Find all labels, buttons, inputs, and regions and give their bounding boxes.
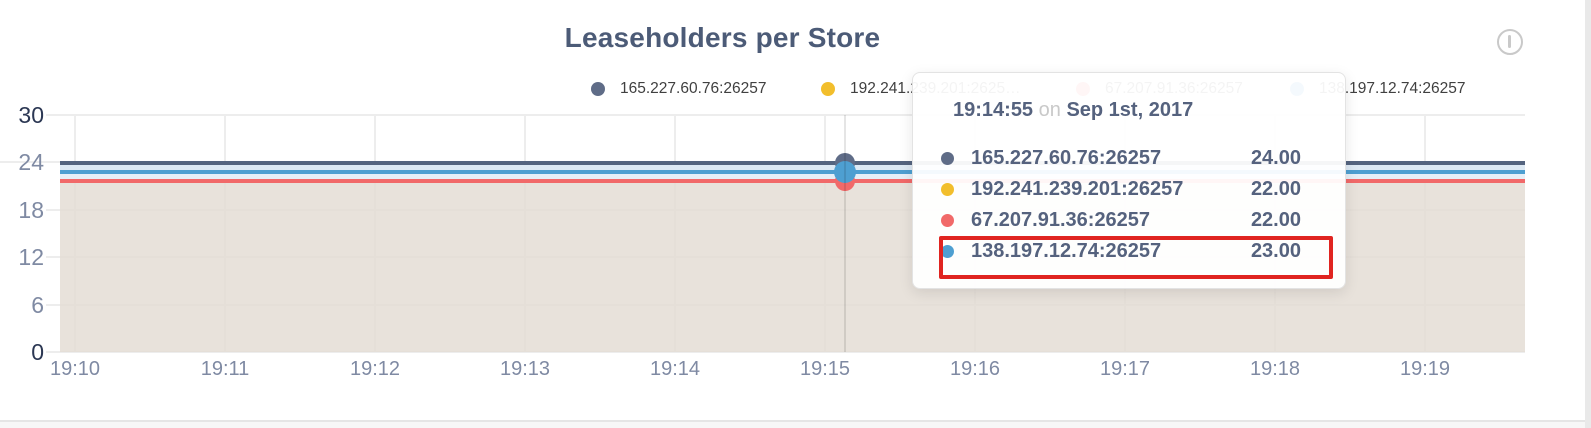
tooltip-row: 67.207.91.36:26257 22.00 (941, 205, 1301, 236)
x-axis-tick: 19:18 (1249, 358, 1301, 380)
series-dot-icon (941, 245, 954, 258)
tooltip-series-name: 192.241.239.201:26257 (971, 178, 1184, 200)
tooltip-series-value: 24.00 (1250, 147, 1301, 169)
tooltip-series-name: 138.197.12.74:26257 (971, 240, 1162, 262)
tooltip-date: Sep 1st, 2017 (1066, 99, 1194, 121)
x-axis-tick: 19:16 (949, 358, 1001, 380)
hover-tooltip: 19:14:55 on Sep 1st, 2017 165.227.60.76:… (912, 72, 1346, 289)
series-dot-icon (591, 82, 605, 96)
panel-bottom-border (0, 420, 1591, 422)
legend-item[interactable]: 165.227.60.76:26257 (591, 80, 767, 98)
hover-point-blue (834, 161, 856, 183)
series-line-red (60, 179, 1525, 183)
page-background-strip (0, 422, 1591, 428)
x-axis-tick: 19:15 (799, 358, 851, 380)
gridline-h (46, 114, 1525, 116)
series-line-blue (60, 170, 1525, 174)
series-line-slate (60, 161, 1525, 165)
x-axis-tick: 19:12 (349, 358, 401, 380)
alert-circle-icon[interactable] (1497, 29, 1523, 55)
series-dot-icon (941, 214, 954, 227)
y-axis-tick: 24 (18, 149, 44, 175)
highlight-box (939, 236, 1333, 279)
x-axis-tick: 19:11 (200, 358, 250, 380)
x-axis-tick: 19:10 (49, 358, 101, 380)
x-axis-tick: 19:17 (1099, 358, 1151, 380)
tooltip-row: 165.227.60.76:26257 24.00 (941, 143, 1301, 174)
y-axis-tick: 18 (18, 197, 44, 223)
scrollbar[interactable] (1585, 0, 1591, 428)
tooltip-time: 19:14:55 (953, 99, 1034, 121)
series-dot-icon (821, 82, 835, 96)
tooltip-series-name: 67.207.91.36:26257 (971, 209, 1151, 231)
tooltip-series-name: 165.227.60.76:26257 (971, 147, 1162, 169)
tooltip-row: 192.241.239.201:26257 22.00 (941, 174, 1301, 205)
y-axis-tick: 12 (18, 244, 44, 270)
page-title: Leaseholders per Store (564, 22, 881, 53)
series-dot-icon (941, 183, 954, 196)
series-band (60, 174, 1525, 179)
gridline-h (46, 351, 1525, 353)
legend-label: 138.197.12.74:26257 (1319, 80, 1466, 97)
x-axis-tick: 19:13 (499, 358, 551, 380)
tooltip-series-value: 22.00 (1250, 209, 1301, 231)
tooltip-series-value: 22.00 (1250, 178, 1301, 200)
legend-label: 165.227.60.76:26257 (620, 80, 767, 97)
y-axis-tick: 0 (31, 339, 44, 365)
tooltip-row: 138.197.12.74:26257 23.00 (941, 236, 1301, 267)
y-axis-tick: 30 (18, 102, 44, 128)
x-axis-tick: 19:14 (649, 358, 701, 380)
tooltip-on-word: on (1038, 99, 1061, 121)
x-axis-tick: 19:19 (1399, 358, 1451, 380)
series-dot-icon (941, 152, 954, 165)
tooltip-rows: 165.227.60.76:26257 24.00 192.241.239.20… (941, 143, 1301, 267)
tooltip-timestamp: 19:14:55 on Sep 1st, 2017 (953, 99, 1193, 122)
hover-guideline (844, 115, 846, 352)
series-band (60, 165, 1525, 170)
tooltip-series-value: 23.00 (1250, 240, 1301, 262)
y-axis-tick: 6 (31, 292, 44, 318)
